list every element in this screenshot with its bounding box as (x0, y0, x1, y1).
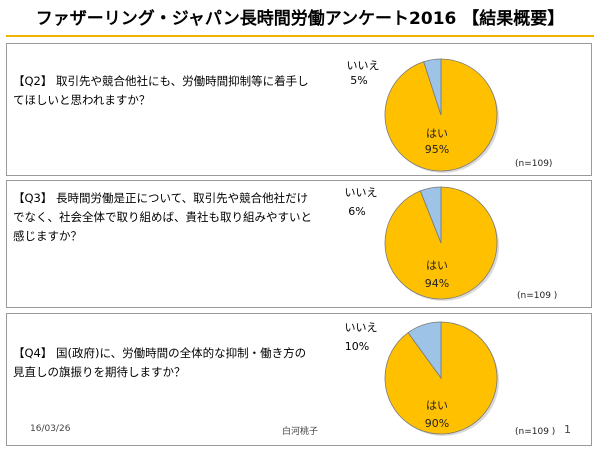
no-label-q4: いいえ (344, 321, 378, 334)
pie-chart-q2 (384, 58, 499, 173)
question-q2: 【Q2】 取引先や競合他社にも、労働時間抑制等に着手してほしいと思われますか？ (13, 74, 309, 107)
no-label-q2: いいえ (346, 59, 380, 72)
pie-slice-no (407, 321, 442, 380)
pie-slice-no (419, 186, 442, 244)
question-q4: 【Q4】 国(政府)に、労働時間の全体的な抑制・働き方の見直しの旗振りを期待しま… (13, 346, 307, 379)
pie-chart-q4 (384, 321, 499, 436)
no-pct-q4: 10% (344, 340, 370, 353)
page-title: ファザーリング・ジャパン長時間労働アンケート2016 【結果概要】 (35, 9, 565, 29)
title-underline (6, 35, 594, 37)
pie-slice-no (423, 58, 442, 116)
panel-q2: 【Q2】 取引先や競合他社にも、労働時間抑制等に着手してほしいと思われますか？ … (6, 43, 592, 176)
panel-q4: 【Q4】 国(政府)に、労働時間の全体的な抑制・働き方の見直しの旗振りを期待しま… (6, 313, 592, 446)
yes-pct-q2: 95% (424, 143, 450, 156)
n-label-q4: (n=109 ) (515, 427, 556, 437)
n-label-q3: (n=109 ) (517, 291, 558, 301)
footer-author: 白河桃子 (282, 427, 319, 437)
yes-label-q4: はい (426, 399, 448, 412)
no-label-q3: いいえ (344, 186, 378, 199)
yes-pct-q3: 94% (424, 277, 450, 290)
page-number: 1 (564, 423, 571, 436)
panel-q3: 【Q3】 長時間労働是正について、取引先や競合他社だけでなく、社会全体で取り組め… (6, 180, 592, 308)
question-q3: 【Q3】 長時間労働是正について、取引先や競合他社だけでなく、社会全体で取り組め… (13, 191, 312, 243)
yes-pct-q4: 90% (424, 417, 450, 430)
pie-chart-q3 (384, 186, 499, 301)
no-pct-q2: 5% (350, 74, 368, 87)
footer-date: 16/03/26 (30, 424, 71, 434)
yes-label-q3: はい (426, 259, 448, 272)
yes-label-q2: はい (426, 127, 448, 140)
n-label-q2: (n=109) (515, 159, 553, 169)
no-pct-q3: 6% (348, 205, 366, 218)
